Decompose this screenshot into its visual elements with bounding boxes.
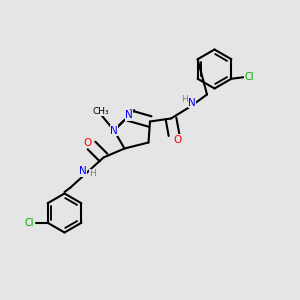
Text: O: O (173, 134, 181, 145)
Text: Cl: Cl (25, 218, 34, 228)
Text: N: N (125, 110, 133, 121)
Text: H: H (90, 169, 96, 178)
Text: N: N (188, 98, 196, 108)
Text: CH₃: CH₃ (92, 106, 109, 116)
Text: N: N (110, 125, 118, 136)
Text: Cl: Cl (244, 72, 254, 82)
Text: N: N (79, 166, 86, 176)
Text: H: H (181, 95, 188, 104)
Text: O: O (83, 137, 91, 148)
